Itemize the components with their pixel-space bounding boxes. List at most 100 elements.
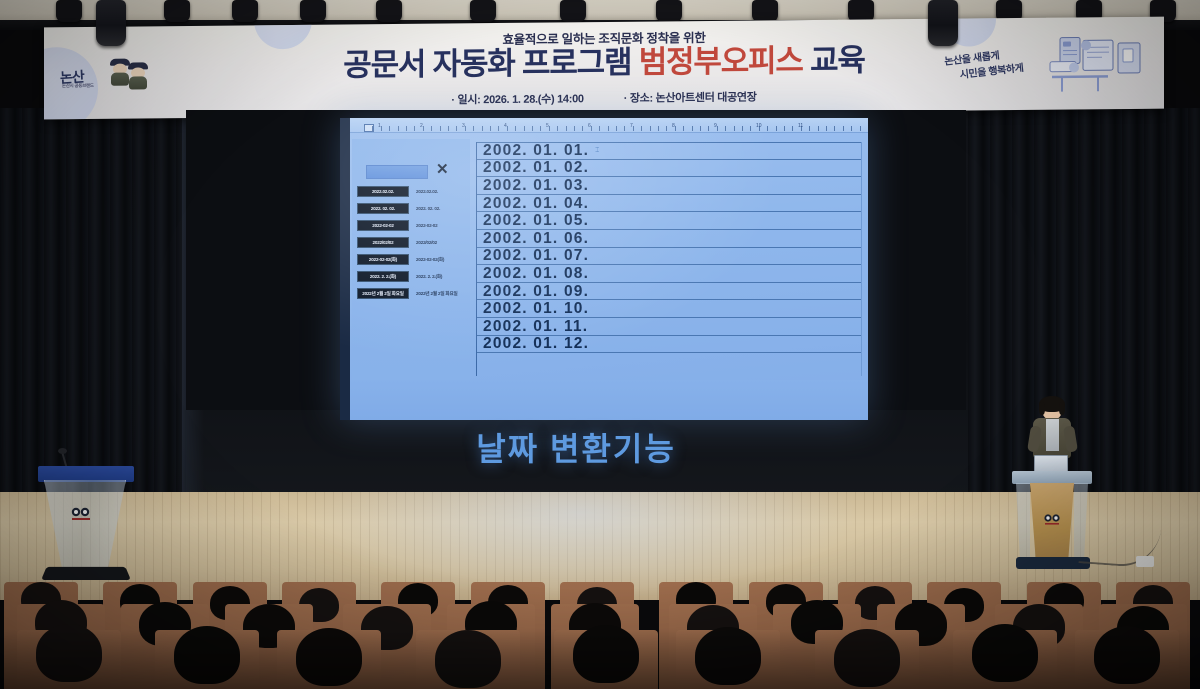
audience-head xyxy=(833,629,900,687)
audience-area xyxy=(0,580,1200,689)
format-option-label: 2022-02-02 xyxy=(416,223,438,228)
document-line[interactable]: 2002. 01. 06. xyxy=(477,230,861,248)
format-option-label: 2022-02-02(화) xyxy=(416,256,445,262)
banner-date: · 일시: 2026. 1. 28.(수) 14:00 xyxy=(451,93,584,107)
format-option-row[interactable]: 2022. 2. 2.(화) 2022. 2. 2.(화) xyxy=(354,268,482,285)
document-line[interactable]: 2002. 01. 12. xyxy=(477,335,861,354)
format-option-chip[interactable]: 2022-02-02(화) xyxy=(357,254,409,265)
ruler-tick xyxy=(775,126,777,131)
slide-left-gutter xyxy=(340,118,350,420)
document-line[interactable]: 2002. 01. 02. xyxy=(477,159,861,178)
stage-light-icon xyxy=(96,0,126,46)
stage-light-icon xyxy=(752,0,778,22)
document-line[interactable]: 2002. 01. 07. xyxy=(477,247,861,266)
ruler-tick xyxy=(800,126,802,131)
ruler-number: 5 xyxy=(546,123,549,129)
document-line[interactable]: 2002. 01. 08. xyxy=(477,265,861,283)
ruler-tick xyxy=(817,126,819,131)
format-option-chip[interactable]: 2022. 2. 2.(화) xyxy=(357,271,409,282)
podium-right-side xyxy=(1016,483,1030,559)
ruler-tick xyxy=(473,126,475,131)
document-line[interactable]: 2002. 01. 10. xyxy=(477,300,861,318)
ruler-tick xyxy=(490,126,491,131)
ruler-tick xyxy=(364,126,365,131)
ruler-tick xyxy=(406,126,407,131)
ruler-tick xyxy=(565,126,567,131)
ruler-tick xyxy=(708,126,710,131)
format-option-label: 2022/02/02 xyxy=(416,240,437,245)
ruler-number: 7 xyxy=(630,123,633,129)
ruler-tick xyxy=(599,126,601,131)
ruler-tick xyxy=(481,126,483,131)
ruler-number: 10 xyxy=(756,123,762,129)
format-option-row[interactable]: 2022-02-02 2022-02-02 xyxy=(354,217,482,234)
format-option-chip[interactable]: 2022. 02. 02. xyxy=(357,203,409,214)
document-date-value: 2002. 01. 12. xyxy=(483,335,590,353)
text-cursor-icon: ⌶ xyxy=(595,146,600,154)
date-format-panel: ✕ 2022.02.02. 2022.02.02. 2022. 02. 02. 202… xyxy=(352,139,470,420)
ruler-tick xyxy=(632,126,634,131)
ruler-tick xyxy=(372,126,374,131)
document-date-value: 2002. 01. 06. xyxy=(483,229,590,247)
format-option-chip[interactable]: 2022-02-02 xyxy=(357,220,409,231)
ruler-tick xyxy=(456,126,458,131)
stage-light-icon xyxy=(848,0,874,22)
ruler-tick xyxy=(439,126,441,131)
document-line[interactable]: 2002. 01. 09. xyxy=(477,283,861,301)
ruler-tick xyxy=(414,126,416,131)
ruler-tick xyxy=(784,126,785,131)
ruler-tick xyxy=(649,126,651,131)
ruler-number: 8 xyxy=(672,123,675,129)
audience-head xyxy=(174,626,240,684)
ruler-tick xyxy=(851,126,853,131)
audience-head xyxy=(695,627,762,685)
ruler-tick xyxy=(506,126,508,131)
document-line[interactable]: 2002. 01. 01. ⌶ xyxy=(477,142,861,160)
format-option-row[interactable]: 2022.02.02. 2022.02.02. xyxy=(354,183,482,200)
ruler-tick xyxy=(389,126,391,131)
floor-power-box xyxy=(1136,556,1154,567)
format-option-chip[interactable]: 2022/02/02 xyxy=(357,237,409,248)
ruler-tick xyxy=(464,126,466,131)
podium-right-top xyxy=(1012,471,1092,484)
format-option-chip[interactable]: 2022.02.02. xyxy=(357,186,409,197)
format-option-row[interactable]: 2022년 2월 2일 화요일 2022년 2월 2일 화요일 xyxy=(354,285,482,302)
format-panel-header xyxy=(366,165,428,179)
stage-light-icon xyxy=(928,0,958,46)
document-line[interactable]: 2002. 01. 05. xyxy=(477,212,861,230)
ruler-tick xyxy=(792,126,794,131)
document-date-value: 2002. 01. 05. xyxy=(483,212,590,230)
document-ruler: 1 2 3 4 5 6 7 8 9 10 11 xyxy=(350,118,868,133)
podium-right-side xyxy=(1074,483,1088,559)
format-option-row[interactable]: 2022/02/02 2022/02/02 xyxy=(354,234,482,251)
close-icon[interactable]: ✕ xyxy=(436,161,449,178)
ruler-number: 11 xyxy=(798,123,804,129)
banner-title-tail: 교육 xyxy=(802,42,865,79)
document-line[interactable]: 2002. 01. 11. xyxy=(477,318,861,336)
stage-curtain-right xyxy=(968,108,1200,520)
ruler-tick xyxy=(725,126,727,131)
stage-light-icon xyxy=(560,0,586,22)
stage-light-icon xyxy=(1076,0,1102,22)
document-body: 2002. 01. 01. ⌶ 2002. 01. 02. 2002. 01. 03.… xyxy=(476,142,862,376)
podium-left-body xyxy=(44,480,126,568)
ruler-tick xyxy=(582,126,584,131)
document-date-value: 2002. 01. 01. xyxy=(483,142,590,160)
document-line[interactable]: 2002. 01. 03. xyxy=(477,177,861,195)
presenter-person xyxy=(1021,396,1083,468)
ruler-tick xyxy=(767,126,769,131)
ruler-tick xyxy=(758,126,760,131)
document-line[interactable]: 2002. 01. 04. xyxy=(477,195,861,213)
ruler-tick xyxy=(548,126,550,131)
format-option-row[interactable]: 2022. 02. 02. 2022. 02. 02. xyxy=(354,200,482,217)
ruler-tick xyxy=(624,126,626,131)
ruler-tick xyxy=(842,126,844,131)
format-option-row[interactable]: 2022-02-02(화) 2022-02-02(화) xyxy=(354,251,482,268)
audience-head xyxy=(296,628,363,686)
ruler-tick xyxy=(834,126,836,131)
banner-right-graphic: 논산을 새롭게 시민을 행복하게 xyxy=(941,27,1156,105)
format-option-label: 2022.02.02. xyxy=(416,189,439,194)
audience-head xyxy=(1094,626,1161,684)
format-option-chip[interactable]: 2022년 2월 2일 화요일 xyxy=(357,288,409,299)
